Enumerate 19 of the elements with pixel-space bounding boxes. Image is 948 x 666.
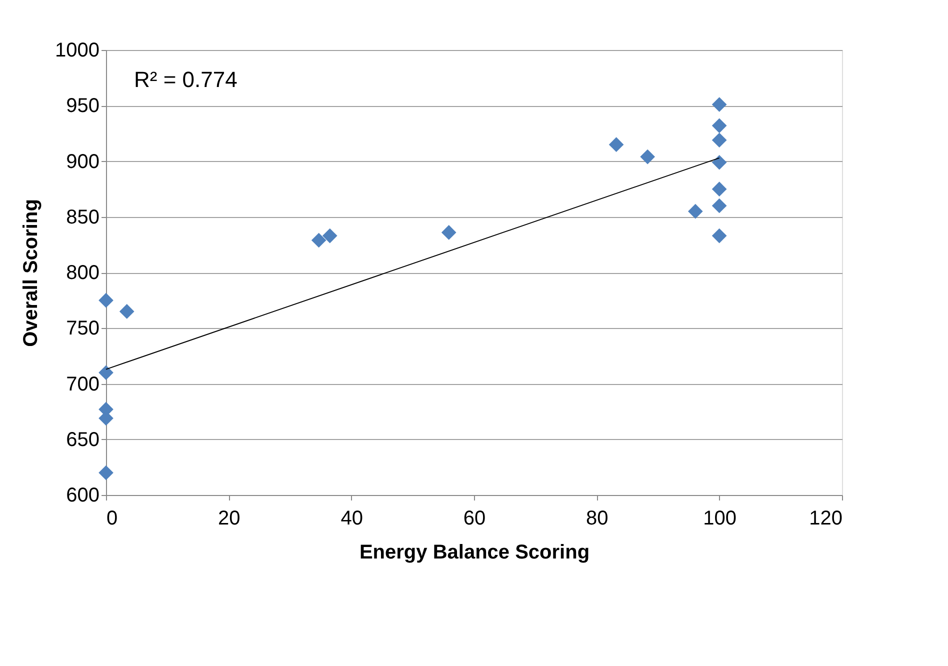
y-tick-label: 1000 [55,40,100,62]
x-axis-title: Energy Balance Scoring [359,542,590,564]
x-tick-label: 100 [703,508,737,530]
y-tick-label: 800 [66,262,100,284]
x-tick-label: 0 [106,508,118,530]
y-axis-title: Overall Scoring [20,199,42,347]
x-tick-label: 20 [218,508,240,530]
x-tick-label: 40 [340,508,363,530]
x-tick-label: 120 [809,508,842,530]
annotation: R² = 0.774 [134,67,238,92]
y-tick-label: 750 [66,318,100,340]
y-tick-label: 850 [66,206,100,228]
x-tick-label: 60 [463,508,486,530]
y-tick-label: 600 [66,484,100,506]
y-tick-label: 700 [66,373,100,396]
y-tick-label: 950 [66,95,100,118]
y-tick-label: 900 [66,150,100,173]
y-tick-label: 650 [66,428,100,451]
x-tick-label: 80 [586,508,608,530]
